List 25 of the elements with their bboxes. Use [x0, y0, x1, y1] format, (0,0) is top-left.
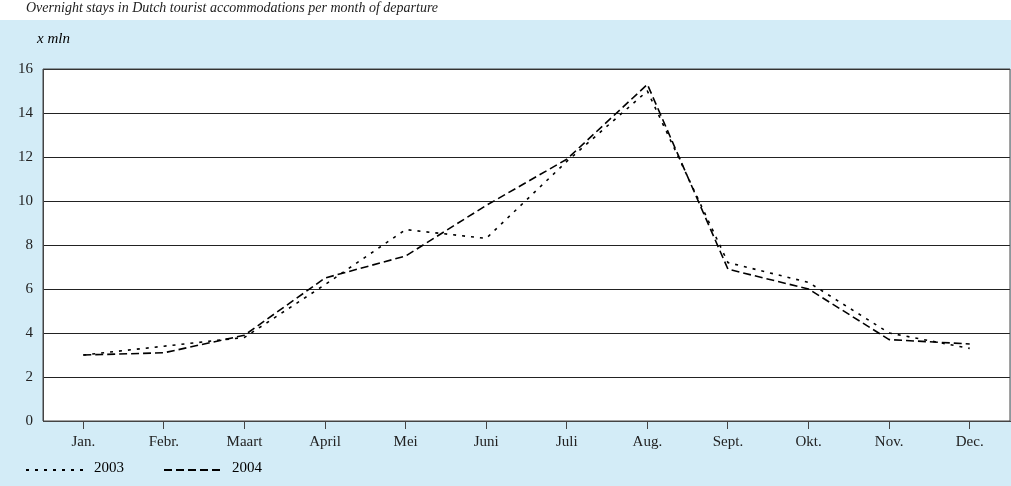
x-tick-label: Maart: [226, 432, 264, 449]
x-tick-label: Aug.: [632, 432, 663, 449]
y-tick-label: 0: [25, 411, 33, 428]
x-tick-label: Juli: [555, 432, 578, 449]
x-tick-label: April: [309, 432, 341, 449]
y-tick-label: 12: [18, 147, 33, 164]
x-tick-label: Mei: [393, 432, 418, 449]
x-tick-label: Dec.: [955, 432, 984, 449]
y-tick-label: 16: [18, 59, 34, 76]
x-tick-label: Juni: [473, 432, 499, 449]
x-tick-label: Sept.: [712, 432, 744, 449]
y-tick-label: 10: [18, 191, 33, 208]
legend-label: 2003: [94, 459, 124, 476]
y-tick-label: 2: [25, 367, 33, 384]
legend-label: 2004: [232, 459, 262, 476]
x-tick-label: Jan.: [71, 432, 96, 449]
y-tick-label: 8: [25, 235, 33, 252]
chart-title: Overnight stays in Dutch tourist accommodations per month of departure: [25, 0, 440, 17]
y-axis-title: x mln: [37, 30, 70, 47]
x-tick-label: Febr.: [148, 432, 180, 449]
y-tick-label: 14: [18, 103, 34, 120]
y-tick-label: 6: [25, 279, 34, 296]
y-tick-label: 4: [25, 323, 34, 340]
x-tick-label: Okt.: [795, 432, 822, 449]
x-tick-label: Nov.: [874, 432, 904, 449]
